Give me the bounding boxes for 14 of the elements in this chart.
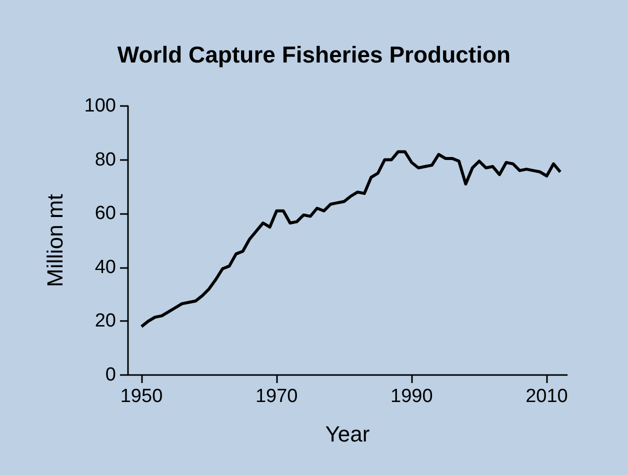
y-tick-label: 100 <box>84 96 116 116</box>
chart-title: World Capture Fisheries Production <box>117 42 511 68</box>
y-tick-label: 0 <box>105 364 116 386</box>
y-tick-label: 20 <box>94 310 116 332</box>
x-tick-label: 1990 <box>390 386 433 407</box>
x-tick-label: 1950 <box>120 386 163 407</box>
x-axis-title: Year <box>325 422 370 446</box>
y-tick-label: 80 <box>94 149 116 170</box>
line-series <box>140 150 562 328</box>
y-tick-label: 60 <box>94 203 116 224</box>
x-tick-label: 1970 <box>255 386 298 407</box>
x-tick-label: 2010 <box>526 386 568 407</box>
y-axis-title: Million mt <box>42 194 68 287</box>
y-tick-label: 40 <box>94 256 116 278</box>
